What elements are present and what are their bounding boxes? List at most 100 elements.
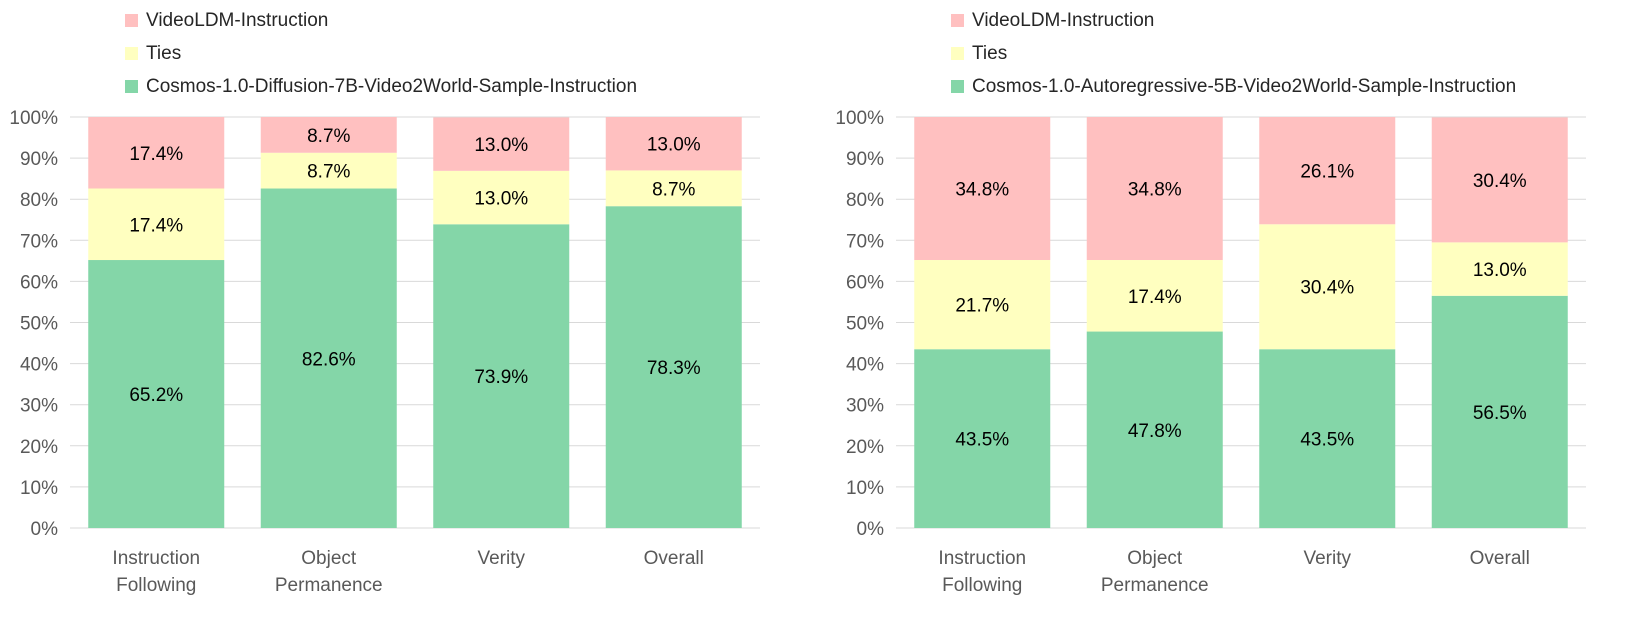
data-label: 30.4% (1300, 278, 1354, 299)
legend-label: VideoLDM-Instruction (972, 9, 1155, 31)
y-tick-label: 100% (9, 108, 58, 129)
y-tick-label: 40% (846, 355, 884, 376)
data-label: 8.7% (652, 179, 695, 200)
chart-left: VideoLDM-Instruction Ties Cosmos-1.0-Dif… (0, 0, 800, 628)
x-tick-label: Object (301, 548, 357, 569)
bar-segment-first (88, 117, 225, 189)
x-tick-label: Object (1127, 548, 1183, 569)
legend-label: Cosmos-1.0-Autoregressive-5B-Video2World… (972, 75, 1517, 97)
bar-segment-ties (914, 260, 1051, 350)
bar-segment-ties (1086, 260, 1223, 332)
data-label: 56.5% (1473, 403, 1527, 424)
bar-segment-cosmos (1086, 331, 1223, 528)
bar-segment-cosmos (260, 188, 397, 528)
data-label: 43.5% (1300, 430, 1354, 451)
bar-segment-ties (1431, 242, 1568, 296)
bar-segment-ties (605, 170, 742, 207)
legend-item-videoldm: VideoLDM-Instruction (951, 4, 1516, 37)
data-label: 34.8% (955, 180, 1009, 201)
y-tick-label: 100% (835, 108, 884, 129)
data-label: 30.4% (1473, 171, 1527, 192)
y-tick-label: 0% (857, 519, 885, 540)
legend-item-ties: Ties (125, 37, 637, 70)
data-label: 73.9% (474, 367, 528, 388)
y-tick-label: 20% (20, 437, 58, 458)
x-tick-label: Following (942, 575, 1022, 596)
bar-segment-cosmos (914, 349, 1051, 528)
bar-segment-first (1431, 117, 1568, 243)
x-tick-label: Verity (1303, 548, 1351, 569)
data-label: 13.0% (474, 135, 528, 156)
legend-item-videoldm: VideoLDM-Instruction (125, 4, 637, 37)
legend-item-cosmos: Cosmos-1.0-Autoregressive-5B-Video2World… (951, 70, 1516, 103)
bar-segment-first (1086, 117, 1223, 261)
y-tick-label: 70% (846, 231, 884, 252)
bar-segment-cosmos (605, 206, 742, 528)
legend-swatch (125, 80, 138, 93)
x-tick-label: Overall (1470, 548, 1530, 569)
y-tick-label: 20% (846, 437, 884, 458)
y-tick-label: 0% (31, 519, 59, 540)
legend-item-cosmos: Cosmos-1.0-Diffusion-7B-Video2World-Samp… (125, 70, 637, 103)
legend-swatch (125, 14, 138, 27)
y-tick-label: 70% (20, 231, 58, 252)
plot-area: 0% 10% 20% 30% 40% 50% 60% 70% 80% 90% 100% 65.2% 17… (9, 108, 760, 596)
bar-segment-cosmos (88, 260, 225, 528)
data-label: 82.6% (302, 349, 356, 370)
y-tick-label: 40% (20, 355, 58, 376)
legend-swatch (951, 80, 964, 93)
bar-segment-first (914, 117, 1051, 261)
legend: VideoLDM-Instruction Ties Cosmos-1.0-Dif… (125, 4, 637, 103)
x-tick-label: Instruction (112, 548, 200, 569)
y-tick-label: 10% (20, 478, 58, 499)
bar-segment-first (260, 117, 397, 153)
x-tick-label: Verity (477, 548, 525, 569)
y-tick-label: 30% (846, 396, 884, 417)
data-label: 13.0% (474, 189, 528, 210)
bar-segment-first (605, 117, 742, 171)
legend-swatch (951, 47, 964, 60)
y-tick-label: 80% (846, 190, 884, 211)
data-label: 13.0% (647, 135, 701, 156)
data-label: 13.0% (1473, 260, 1527, 281)
data-label: 17.4% (129, 215, 183, 236)
data-label: 65.2% (129, 385, 183, 406)
legend-item-ties: Ties (951, 37, 1516, 70)
data-label: 34.8% (1128, 180, 1182, 201)
bar-segment-first (433, 117, 570, 171)
bar-segment-first (1259, 117, 1396, 225)
legend-label: Ties (146, 42, 182, 64)
data-label: 8.7% (307, 126, 350, 147)
data-label: 47.8% (1128, 421, 1182, 442)
y-tick-label: 90% (20, 149, 58, 170)
y-tick-label: 90% (846, 149, 884, 170)
bar-segment-cosmos (1259, 349, 1396, 528)
y-tick-label: 30% (20, 396, 58, 417)
y-tick-label: 50% (846, 314, 884, 335)
legend-label: Cosmos-1.0-Diffusion-7B-Video2World-Samp… (146, 75, 638, 97)
bar-segment-ties (88, 188, 225, 261)
bar-segment-ties (1259, 224, 1396, 350)
legend-swatch (125, 47, 138, 60)
bar-segment-ties (260, 152, 397, 189)
data-label: 78.3% (647, 358, 701, 379)
data-label: 21.7% (955, 296, 1009, 317)
plot-area: 0% 10% 20% 30% 40% 50% 60% 70% 80% 90% 100% 43.5% 21… (835, 108, 1586, 596)
y-tick-label: 80% (20, 190, 58, 211)
legend-label: Ties (972, 42, 1008, 64)
data-label: 8.7% (307, 162, 350, 183)
legend-label: VideoLDM-Instruction (146, 9, 329, 31)
data-label: 17.4% (129, 144, 183, 165)
x-tick-label: Permanence (275, 575, 383, 596)
x-tick-label: Overall (644, 548, 704, 569)
bar-segment-cosmos (433, 224, 570, 528)
bar-segment-cosmos (1431, 295, 1568, 528)
data-label: 43.5% (955, 430, 1009, 451)
y-tick-label: 10% (846, 478, 884, 499)
y-tick-label: 60% (20, 272, 58, 293)
y-tick-label: 60% (846, 272, 884, 293)
x-tick-label: Permanence (1101, 575, 1209, 596)
x-tick-label: Following (116, 575, 196, 596)
bar-segment-ties (433, 170, 570, 225)
data-label: 17.4% (1128, 287, 1182, 308)
